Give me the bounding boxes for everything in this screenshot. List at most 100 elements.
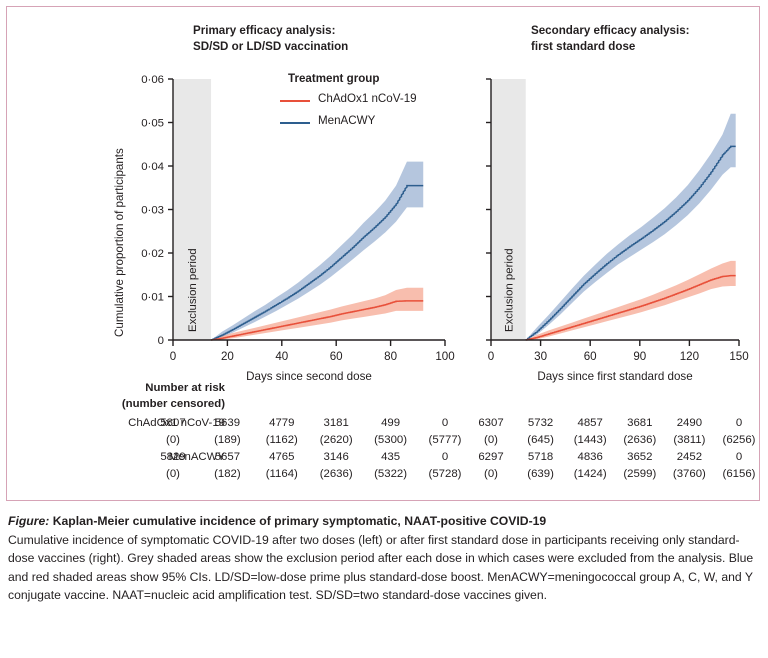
x-axis-title: Days since second dose — [246, 370, 372, 383]
risk-censored-chadox1-right: (2636) — [623, 434, 657, 446]
figure-caption: Figure: Kaplan-Meier cumulative incidenc… — [8, 512, 760, 605]
y-tick-label: 0·03 — [141, 205, 164, 217]
risk-value-menacwy-left: 4765 — [269, 451, 295, 463]
figure-panel-border: Primary efficacy analysis: SD/SD or LD/S… — [6, 6, 760, 501]
x-tick-label: 0 — [488, 350, 494, 363]
risk-censored-menacwy-right: (6156) — [722, 468, 756, 480]
risk-censored-chadox1-right: (1443) — [573, 434, 607, 446]
x-tick-label: 30 — [534, 350, 547, 363]
panel-title-secondary-line2: first standard dose — [531, 40, 636, 53]
caption-label: Figure: — [8, 514, 50, 528]
risk-censored-menacwy-left: (2636) — [319, 468, 353, 480]
risk-censored-menacwy-right: (3760) — [672, 468, 706, 480]
exclusion-period-band — [173, 79, 212, 340]
risk-value-menacwy-right: 0 — [735, 451, 743, 463]
risk-censored-chadox1-left: (0) — [166, 434, 180, 446]
y-tick-label: 0 — [158, 335, 164, 347]
risk-value-menacwy-right: 2452 — [676, 451, 703, 463]
risk-censored-menacwy-right: (0) — [484, 468, 498, 480]
legend-swatch-chadox1 — [280, 100, 310, 103]
risk-censored-chadox1-left: (2620) — [319, 434, 353, 446]
km-curve-menacwy — [525, 145, 736, 341]
risk-censored-menacwy-left: (5322) — [374, 468, 408, 480]
risk-value-chadox1-left: 3181 — [323, 417, 349, 429]
risk-censored-menacwy-right: (2599) — [623, 468, 657, 480]
kaplan-meier-plot-secondary: 0 30 60 90 120 150 Days since first standard d… — [486, 78, 749, 383]
ci-band-menacwy — [525, 113, 736, 340]
risk-value-menacwy-left: 435 — [381, 451, 401, 463]
panel-title-primary-line2: SD/SD or LD/SD vaccination — [193, 40, 349, 53]
panel-title-primary-line1: Primary efficacy analysis: — [193, 24, 336, 37]
y-tick-label: 0·02 — [141, 248, 164, 260]
x-tick-label: 120 — [680, 350, 699, 363]
risk-value-chadox1-right: 2490 — [676, 417, 703, 429]
legend-label-chadox1: ChAdOx1 nCoV-19 — [318, 92, 417, 105]
risk-censored-chadox1-right: (645) — [527, 434, 554, 446]
risk-value-chadox1-left: 5639 — [214, 417, 241, 429]
panel-title-secondary-line1: Secondary efficacy analysis: — [531, 24, 690, 37]
risk-value-chadox1-right: 4857 — [577, 417, 603, 429]
km-curve-chadox1-ncov-19 — [211, 300, 424, 341]
ci-band-chadox1-ncov-19 — [211, 287, 424, 340]
risk-censored-menacwy-right: (639) — [527, 468, 554, 480]
risk-value-menacwy-right: 6297 — [478, 451, 504, 463]
risk-value-chadox1-left: 499 — [381, 417, 401, 429]
exclusion-period-label: Exclusion period — [503, 248, 515, 332]
risk-censored-chadox1-left: (189) — [214, 434, 241, 446]
km-curve-chadox1-ncov-19 — [525, 274, 736, 341]
risk-table-row-label-chadox1: ChAdOx1 nCoV-19 — [128, 417, 225, 429]
x-tick-label: 150 — [729, 350, 748, 363]
risk-value-menacwy-right: 5718 — [527, 451, 554, 463]
risk-censored-chadox1-right: (0) — [484, 434, 498, 446]
x-tick-label: 20 — [221, 350, 234, 363]
caption-body: Cumulative incidence of symptomatic COVI… — [8, 532, 754, 603]
x-tick-label: 100 — [435, 350, 454, 363]
kaplan-meier-plot-primary: 0 0·01 0·02 0·03 0·04 0·05 0·06 0 20 40 60 80 100 Day… — [141, 74, 454, 383]
risk-value-menacwy-left: 5829 — [160, 451, 186, 463]
exclusion-period-label: Exclusion period — [187, 248, 199, 332]
risk-censored-menacwy-left: (0) — [166, 468, 180, 480]
y-tick-label: 0·04 — [141, 161, 164, 173]
x-tick-label: 90 — [633, 350, 646, 363]
risk-value-chadox1-right: 0 — [735, 417, 743, 429]
km-curve-menacwy — [210, 184, 424, 341]
risk-table-header-line2: (number censored) — [121, 398, 225, 410]
y-tick-label: 0·01 — [141, 292, 164, 304]
risk-censored-chadox1-left: (5300) — [374, 434, 408, 446]
risk-value-menacwy-right: 4836 — [577, 451, 603, 463]
risk-censored-menacwy-left: (5728) — [428, 468, 462, 480]
risk-censored-chadox1-right: (6256) — [722, 434, 756, 446]
ci-band-chadox1-ncov-19 — [525, 260, 736, 340]
risk-table-row-label-menacwy: MenACWY — [168, 451, 225, 463]
x-tick-label: 0 — [170, 350, 176, 363]
risk-value-chadox1-left: 5807 — [160, 417, 186, 429]
risk-value-chadox1-right: 3681 — [627, 417, 653, 429]
y-tick-label: 0·06 — [141, 74, 164, 86]
legend-swatch-menacwy — [280, 122, 310, 125]
panel-title-secondary: Secondary efficacy analysis: first stand… — [531, 23, 761, 55]
risk-value-menacwy-right: 3652 — [627, 451, 653, 463]
y-tick-label: 0·05 — [141, 118, 164, 130]
x-tick-label: 60 — [330, 350, 343, 363]
risk-value-menacwy-left: 3146 — [323, 451, 349, 463]
risk-censored-chadox1-left: (1162) — [265, 434, 298, 446]
x-tick-label: 40 — [275, 350, 288, 363]
risk-value-menacwy-left: 0 — [441, 451, 449, 463]
panel-title-primary: Primary efficacy analysis: SD/SD or LD/S… — [193, 23, 453, 55]
risk-table-header-line1: Number at risk — [145, 382, 225, 394]
risk-value-chadox1-left: 4779 — [269, 417, 295, 429]
x-tick-label: 80 — [384, 350, 397, 363]
x-axis-title: Days since first standard dose — [537, 370, 692, 383]
risk-value-chadox1-right: 6307 — [478, 417, 504, 429]
legend-label-menacwy: MenACWY — [318, 114, 376, 127]
risk-censored-menacwy-right: (1424) — [573, 468, 607, 480]
risk-value-menacwy-left: 5657 — [214, 451, 241, 463]
risk-value-chadox1-left: 0 — [441, 417, 449, 429]
risk-censored-chadox1-left: (5777) — [428, 434, 462, 446]
exclusion-period-band — [491, 79, 526, 340]
risk-censored-menacwy-left: (1164) — [265, 468, 298, 480]
legend-title: Treatment group — [288, 72, 380, 85]
caption-title: Kaplan-Meier cumulative incidence of pri… — [49, 514, 547, 528]
risk-censored-chadox1-right: (3811) — [673, 434, 706, 446]
risk-censored-menacwy-left: (182) — [214, 468, 241, 480]
